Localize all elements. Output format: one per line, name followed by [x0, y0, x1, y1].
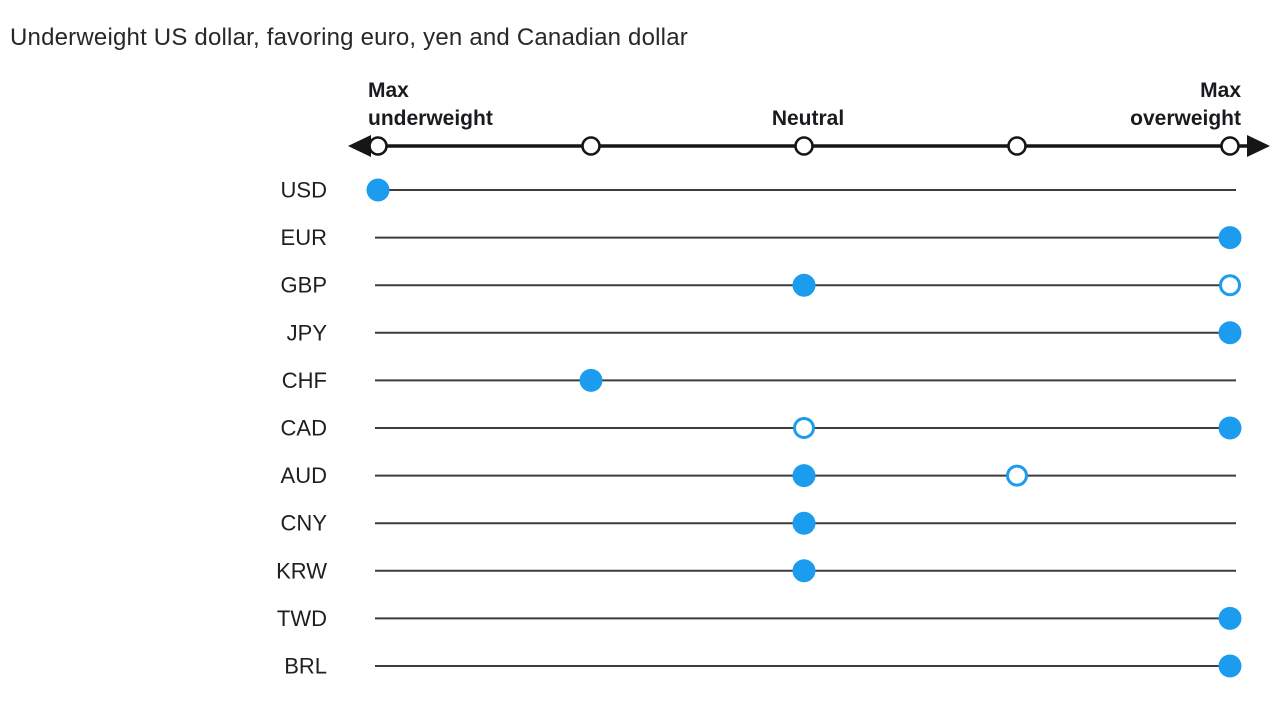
dot-filled-TWD [1218, 606, 1242, 630]
row-label-TWD: TWD [277, 606, 327, 631]
axis-arrow-right-icon [1247, 135, 1270, 157]
dot-filled-CAD [1218, 416, 1242, 440]
axis-label-max-overweight-line1: Max [1200, 79, 1241, 102]
axis-arrow-left-icon [348, 135, 371, 157]
dot-open-CAD [793, 417, 815, 439]
row-label-CAD: CAD [281, 415, 327, 440]
dot-filled-EUR [1218, 226, 1242, 250]
axis-label-max-underweight-line1: Max [368, 79, 409, 102]
dot-open-AUD [1006, 464, 1028, 487]
axis-tick-marker [1220, 136, 1240, 156]
dot-open-GBP [1219, 274, 1241, 297]
row-label-BRL: BRL [284, 653, 327, 678]
dot-filled-BRL [1218, 654, 1242, 678]
row-label-CNY: CNY [281, 511, 328, 536]
row-label-JPY: JPY [287, 320, 328, 345]
axis-tick-marker [794, 136, 814, 156]
row-label-EUR: EUR [281, 225, 327, 250]
chart-title: Underweight US dollar, favoring euro, ye… [10, 24, 688, 51]
dot-filled-CNY [792, 511, 816, 535]
axis-label-neutral: Neutral [772, 107, 844, 130]
row-label-AUD: AUD [281, 463, 327, 488]
row-label-USD: USD [281, 177, 327, 202]
dot-filled-JPY [1218, 321, 1242, 345]
dot-filled-AUD [792, 464, 816, 488]
axis-tick-marker [368, 136, 388, 156]
dot-filled-CHF [579, 368, 603, 392]
row-label-CHF: CHF [282, 368, 327, 393]
dot-filled-USD [366, 178, 390, 202]
axis-label-max-overweight-line2: overweight [1130, 107, 1241, 130]
axis-tick-marker [1007, 136, 1027, 156]
row-label-KRW: KRW [276, 558, 327, 583]
dot-filled-GBP [792, 273, 816, 297]
dot-filled-KRW [792, 559, 816, 583]
axis-label-max-underweight-line2: underweight [368, 107, 493, 130]
row-label-GBP: GBP [281, 273, 327, 298]
axis-tick-marker [581, 136, 601, 156]
